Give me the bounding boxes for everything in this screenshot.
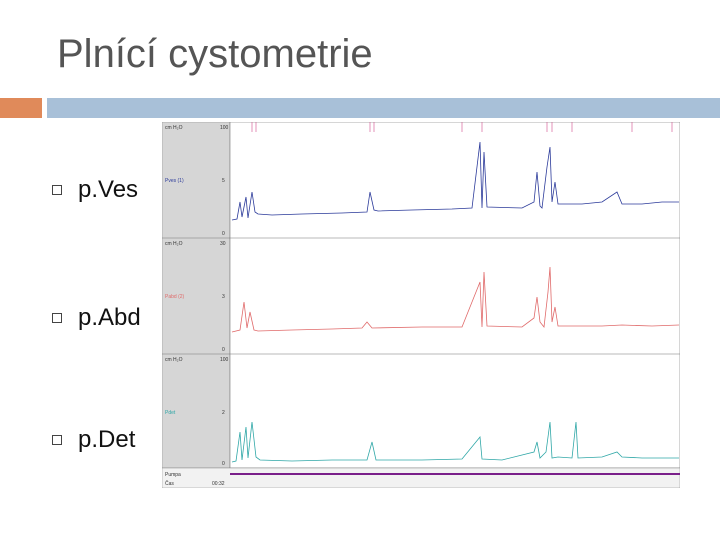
panel-name: Pves (1) — [165, 178, 184, 184]
panel-mid: 3 — [222, 294, 225, 300]
panel-top: 30 — [220, 241, 226, 247]
panel-unit: cm H₂O — [165, 125, 183, 131]
event-markers — [251, 122, 673, 132]
channel-label-panel — [161, 121, 231, 469]
panel-top: 100 — [220, 357, 229, 363]
footer-time-value: 00:32 — [212, 481, 225, 487]
slide-title: Plnící cystometrie — [57, 32, 373, 76]
accent-bar-orange — [0, 98, 42, 118]
panel-name: Pabd (2) — [165, 294, 185, 300]
panel-top: 100 — [220, 125, 229, 131]
panel-unit: cm H₂O — [165, 357, 183, 363]
plot-area — [229, 121, 681, 469]
bullet-label: p.Abd — [78, 304, 141, 331]
trace-pabd — [231, 266, 680, 333]
square-bullet-icon — [52, 313, 62, 323]
panel-bottom: 0 — [222, 231, 225, 237]
bullet-label: p.Ves — [78, 176, 139, 203]
square-bullet-icon — [52, 185, 62, 195]
panel-mid: 2 — [222, 410, 225, 416]
panel-mid: 5 — [222, 178, 225, 184]
accent-bar-blue — [47, 98, 720, 118]
panel-name: Pdet — [165, 410, 176, 416]
panel-unit: cm H₂O — [165, 241, 183, 247]
square-bullet-icon — [52, 435, 62, 445]
trace-pves — [231, 141, 679, 221]
panel-bottom: 0 — [222, 461, 225, 467]
trace-pdet — [231, 421, 679, 463]
footer-time-label: Čas — [165, 480, 174, 487]
footer-pump-label: Pumpa — [165, 472, 181, 478]
bullet-item-pves: p.Ves — [52, 176, 138, 204]
bullet-item-pabd: p.Abd — [52, 304, 141, 332]
cystometry-chart: cm H₂O 100 Pves (1) 5 0 cm H₂O 30 Pabd (… — [161, 121, 681, 489]
panel-bottom: 0 — [222, 347, 225, 353]
chart-footer — [161, 467, 681, 489]
bullet-label: p.Det — [78, 426, 136, 453]
bullet-item-pdet: p.Det — [52, 426, 135, 454]
